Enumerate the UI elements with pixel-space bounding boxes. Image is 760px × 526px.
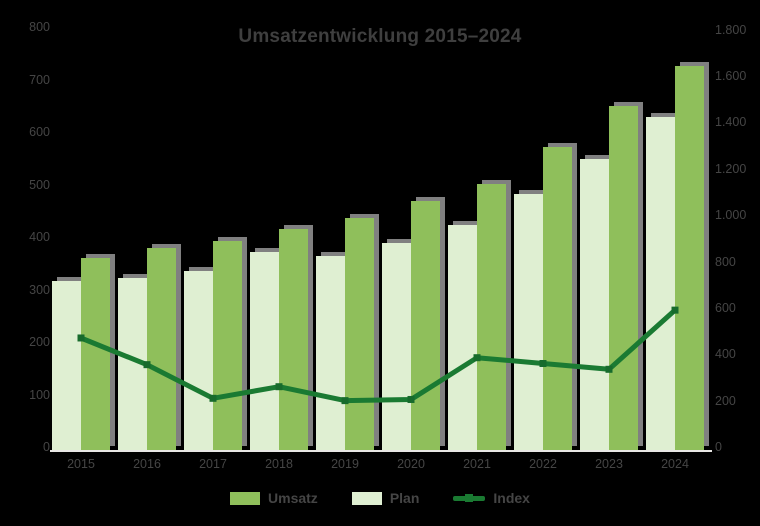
x-axis-category-label: 2023 [595,457,623,471]
x-axis-category-label: 2017 [199,457,227,471]
x-axis-category-label: 2015 [67,457,95,471]
legend-item-umsatz: Umsatz [230,490,318,506]
bar-plan-2021 [448,224,477,450]
left-axis-tick-label: 500 [29,177,50,192]
legend-line-swatch [453,493,486,502]
bar-plan-2017 [184,270,213,450]
x-axis-category-label: 2019 [331,457,359,471]
bar-umsatz-2019 [345,217,374,450]
right-axis-tick-label: 800 [715,254,736,269]
bar-plan-2020 [382,242,411,450]
bar-plan-2016 [118,277,147,450]
bar-umsatz-2020 [411,201,440,450]
x-axis-category-label: 2021 [463,457,491,471]
bar-umsatz-2022 [543,146,572,450]
bar-umsatz-2017 [213,240,242,450]
bar-umsatz-2015 [81,257,110,450]
right-axis-tick-label: 1.200 [715,161,747,176]
bar-plan-2019 [316,255,345,450]
left-axis-tick-label: 800 [29,20,50,34]
left-axis-tick-label: 0 [43,440,50,455]
legend-label: Plan [389,490,420,506]
right-axis-tick-label: 1.800 [715,22,747,37]
legend-bar-swatch [230,491,261,505]
x-axis-category-label: 2018 [265,457,293,471]
x-axis-category-label: 2016 [133,457,161,471]
x-axis-category-label: 2024 [661,457,689,471]
bar-plan-2022 [514,193,543,450]
bar-umsatz-2024 [675,66,704,450]
bar-plan-2015 [52,280,81,450]
legend: Umsatz Plan Index [0,490,760,506]
right-axis-tick-label: 1.400 [715,115,747,130]
right-axis-tick-label: 0 [715,440,722,455]
left-axis-tick-label: 400 [29,230,50,245]
right-axis-tick-label: 200 [715,393,736,408]
x-axis-category-label: 2020 [397,457,425,471]
bar-umsatz-2016 [147,247,176,450]
left-axis-tick-label: 100 [29,387,50,402]
bar-umsatz-2018 [279,228,308,450]
left-axis-tick-label: 300 [29,282,50,297]
bar-plan-2024 [646,117,675,450]
chart-title: Umsatzentwicklung 2015–2024 [238,26,522,47]
bar-umsatz-2023 [609,105,638,450]
legend-label: Index [493,490,530,506]
right-axis-tick-label: 1.000 [715,208,747,223]
left-axis-tick-label: 700 [29,72,50,87]
right-axis-tick-label: 600 [715,300,736,315]
right-axis-tick-label: 1.600 [715,68,747,83]
bar-plan-2018 [250,251,279,450]
legend-label: Umsatz [268,490,318,506]
left-axis-tick-label: 200 [29,335,50,350]
x-axis-line [50,450,712,452]
x-axis-category-label: 2022 [529,457,557,471]
legend-bar-swatch [351,491,382,505]
bar-plan-2023 [580,159,609,450]
left-axis-tick-label: 600 [29,125,50,140]
legend-item-plan: Plan [351,490,420,506]
bar-umsatz-2021 [477,183,506,450]
legend-item-index: Index [453,490,530,506]
right-axis-tick-label: 400 [715,347,736,362]
